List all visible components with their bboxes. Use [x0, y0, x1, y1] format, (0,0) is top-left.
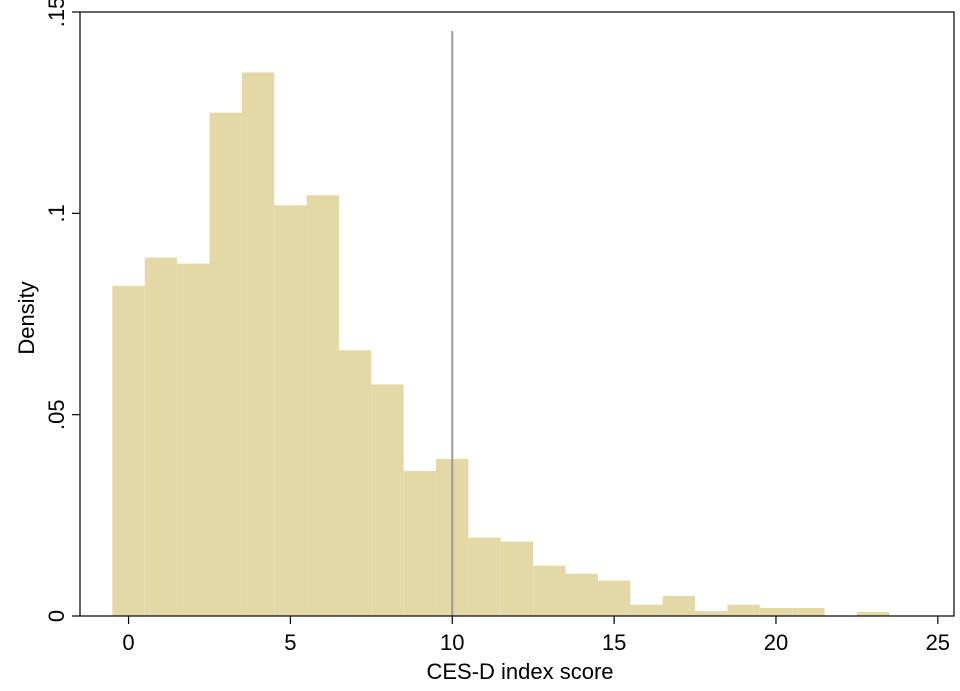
x-tick-label-10: 10 — [440, 630, 464, 655]
histogram-bar-21 — [792, 607, 825, 616]
histogram-bar-14 — [565, 573, 598, 616]
histogram-bar-7 — [338, 350, 372, 616]
plot-frame — [79, 11, 955, 617]
x-tick-label-15: 15 — [602, 630, 626, 655]
x-axis: 0 5 10 15 20 25 — [122, 616, 950, 655]
histogram-bar-11 — [468, 537, 501, 616]
histogram-bar-15 — [597, 580, 631, 616]
x-tick-label-5: 5 — [284, 630, 296, 655]
y-axis: 0 .05 .1 .15 — [44, 0, 80, 622]
histogram-bar-0 — [112, 285, 145, 616]
y-tick-label-1: .05 — [44, 399, 69, 430]
histogram-bar-2 — [177, 263, 210, 616]
y-tick-label-3: .15 — [44, 0, 69, 27]
histogram-bar-3 — [209, 112, 242, 617]
histogram-bar-9 — [403, 471, 437, 616]
y-axis-label: Density — [14, 281, 39, 354]
histogram-bar-5 — [274, 205, 307, 616]
x-tick-label-0: 0 — [122, 630, 134, 655]
histogram-bar-16 — [630, 604, 663, 616]
histogram-bar-17 — [662, 595, 696, 616]
y-tick-label-0: 0 — [44, 610, 69, 622]
histogram-bar-18 — [695, 611, 728, 616]
histogram-bar-4 — [241, 72, 275, 616]
y-tick-label-2: .1 — [44, 204, 69, 222]
histogram-bar-13 — [533, 565, 566, 616]
histogram-bar-20 — [759, 607, 793, 616]
histogram-bar-12 — [500, 541, 534, 616]
histogram-bar-8 — [371, 384, 404, 616]
histogram-bar-23 — [856, 611, 890, 616]
histogram-bar-6 — [306, 195, 339, 616]
histogram-bar-1 — [144, 257, 178, 616]
x-tick-label-20: 20 — [764, 630, 788, 655]
histogram-bars — [112, 72, 890, 617]
histogram-bar-19 — [727, 604, 760, 616]
x-tick-label-25: 25 — [926, 630, 950, 655]
x-axis-label: CES-D index score — [426, 659, 613, 684]
